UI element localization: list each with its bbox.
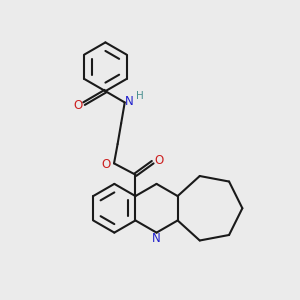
Text: O: O <box>101 158 110 171</box>
Text: O: O <box>154 154 163 167</box>
Text: N: N <box>152 232 161 245</box>
Text: N: N <box>125 95 134 108</box>
Text: O: O <box>74 99 83 112</box>
Text: H: H <box>136 91 144 101</box>
